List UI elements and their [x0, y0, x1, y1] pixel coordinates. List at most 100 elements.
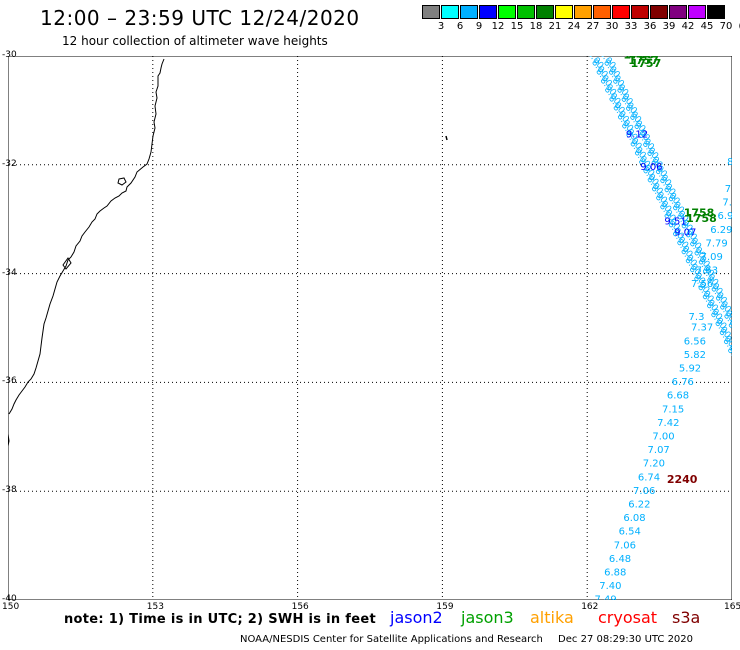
footer-credit: NOAA/NESDIS Center for Satellite Applica… [240, 634, 693, 645]
colorbar-swatch [593, 5, 611, 19]
colorbar-swatch [574, 5, 592, 19]
colorbar-label: 33 [624, 21, 638, 32]
lat-tick-label: -30 [2, 50, 17, 60]
swh-label: 6.74 [638, 472, 660, 483]
swh-label: 7.37 [691, 323, 713, 334]
swh-label: 6.54 [619, 527, 641, 538]
lat-tick-label: -32 [2, 158, 17, 169]
time-label: 1758 [686, 212, 717, 225]
swh-label: 6.9 [718, 211, 732, 222]
time-label: 1757 [628, 56, 659, 67]
swh-label: 5.82 [684, 350, 706, 361]
map-subtitle: 12 hour collection of altimeter wave hei… [62, 34, 328, 48]
colorbar-label: 18 [529, 21, 543, 32]
swh-label: 6.56 [684, 336, 706, 347]
lat-tick-label: -36 [2, 376, 17, 387]
lat-tick-label: -38 [2, 485, 17, 496]
colorbar-swatch [498, 5, 516, 19]
colorbar-label: 12 [491, 21, 505, 32]
swh-label: 6.76 [672, 377, 694, 388]
colorbar-label: 36 [643, 21, 657, 32]
colorbar-swatch [479, 5, 497, 19]
swh-label: 7.20 [643, 459, 665, 470]
coastline-inlet [62, 257, 72, 270]
lon-tick-label: 153 [146, 602, 164, 612]
colorbar-label: 21 [548, 21, 562, 32]
swh-label: 7.63 [696, 266, 718, 277]
altimeter-map: 8.008.008.008.008.008.008.008.008.008.00… [8, 56, 732, 600]
time-label: 1758 [684, 206, 715, 219]
swh-label: 7.15 [662, 404, 684, 415]
swh-label: 7.3 [689, 312, 705, 323]
time-label: 2240 [667, 473, 698, 486]
colorbar-swatch [631, 5, 649, 19]
satellite-legend-item: altika [530, 608, 574, 627]
timestamp: Dec 27 08:29:30 UTC 2020 [558, 634, 694, 645]
lon-tick-label: 159 [436, 602, 454, 612]
map-frame [8, 56, 732, 600]
map-title: 12:00 – 23:59 UTC 12/24/2020 [40, 6, 360, 30]
colorbar-swatch [612, 5, 630, 19]
swh-label: 9.51 [664, 217, 686, 228]
lat-tick-label: -34 [2, 267, 17, 278]
colorbar-label: 27 [586, 21, 600, 32]
colorbar-label: 39 [662, 21, 676, 32]
swh-label: 6.88 [604, 568, 626, 579]
swh-label: 7.06 [614, 540, 636, 551]
colorbar-swatch [669, 5, 687, 19]
colorbar-label: 45 [700, 21, 714, 32]
swh-label: 7.06 [633, 486, 655, 497]
swh-label: 7.56 [691, 279, 713, 290]
swh-label: 9.07 [674, 228, 696, 239]
swh-label: 9.06 [640, 162, 662, 173]
satellite-legend-item: s3a [672, 608, 701, 627]
swh-label: 7.00 [652, 432, 674, 443]
grid-lines [8, 56, 732, 600]
swh-label: 6.08 [623, 513, 645, 524]
colorbar-swatch [707, 5, 725, 19]
footer-note: note: 1) Time is in UTC; 2) SWH is in fe… [64, 612, 376, 627]
colorbar-swatch [650, 5, 668, 19]
colorbar-label: 42 [681, 21, 695, 32]
swh-label: 7.49 [594, 595, 616, 600]
colorbar-label: 24 [567, 21, 581, 32]
swh-label: 7.09 [701, 252, 723, 263]
swh-label: 6.29 [710, 225, 732, 236]
offshore-island [445, 135, 448, 141]
swh-label: 7. [722, 198, 732, 209]
lon-tick-label: 165 [724, 602, 740, 612]
colorbar-label: 9 [475, 21, 483, 32]
track-labels: 8.09 9.12 9.06 9.519.07 7.37.37 6.56 5.82 5.92 6… [582, 56, 732, 600]
colorbar-swatch [517, 5, 535, 19]
swh-label: 7.42 [657, 418, 679, 429]
swh-label: 7.79 [705, 238, 727, 249]
colorbar-swatch [422, 5, 440, 19]
colorbar-swatch [555, 5, 573, 19]
coastline [8, 58, 165, 415]
time-label: 1757 [631, 57, 662, 70]
colorbar-swatch [441, 5, 459, 19]
coastline-detail [8, 433, 10, 447]
lon-tick-label: 162 [581, 602, 599, 612]
swh-label: 7.07 [648, 445, 670, 456]
swh-label: 6.22 [628, 500, 650, 511]
swh-label: 6.48 [609, 554, 631, 565]
swh-label: 9.12 [626, 130, 648, 141]
colorbar-swatch [688, 5, 706, 19]
lon-tick-label: 156 [291, 602, 309, 612]
colorbar-label: 15 [510, 21, 524, 32]
swath-track-b: 8.00 [721, 311, 732, 333]
colorbar-label: 70 [719, 21, 733, 32]
satellite-legend-item: cryosat [598, 608, 658, 627]
colorbar-swatch [536, 5, 554, 19]
swh-label: 7. [725, 184, 732, 195]
lon-tick-label: 150 [2, 602, 20, 612]
coastline-inlet [117, 177, 127, 186]
lat-tick-label: -40 [2, 594, 17, 604]
credit-text: NOAA/NESDIS Center for Satellite Applica… [240, 634, 543, 645]
swath-track-a: 8.00 [721, 336, 732, 358]
colorbar-unit: (ft) [732, 21, 740, 32]
colorbar-swatch [460, 5, 478, 19]
swh-label: 8.09 [582, 56, 604, 59]
